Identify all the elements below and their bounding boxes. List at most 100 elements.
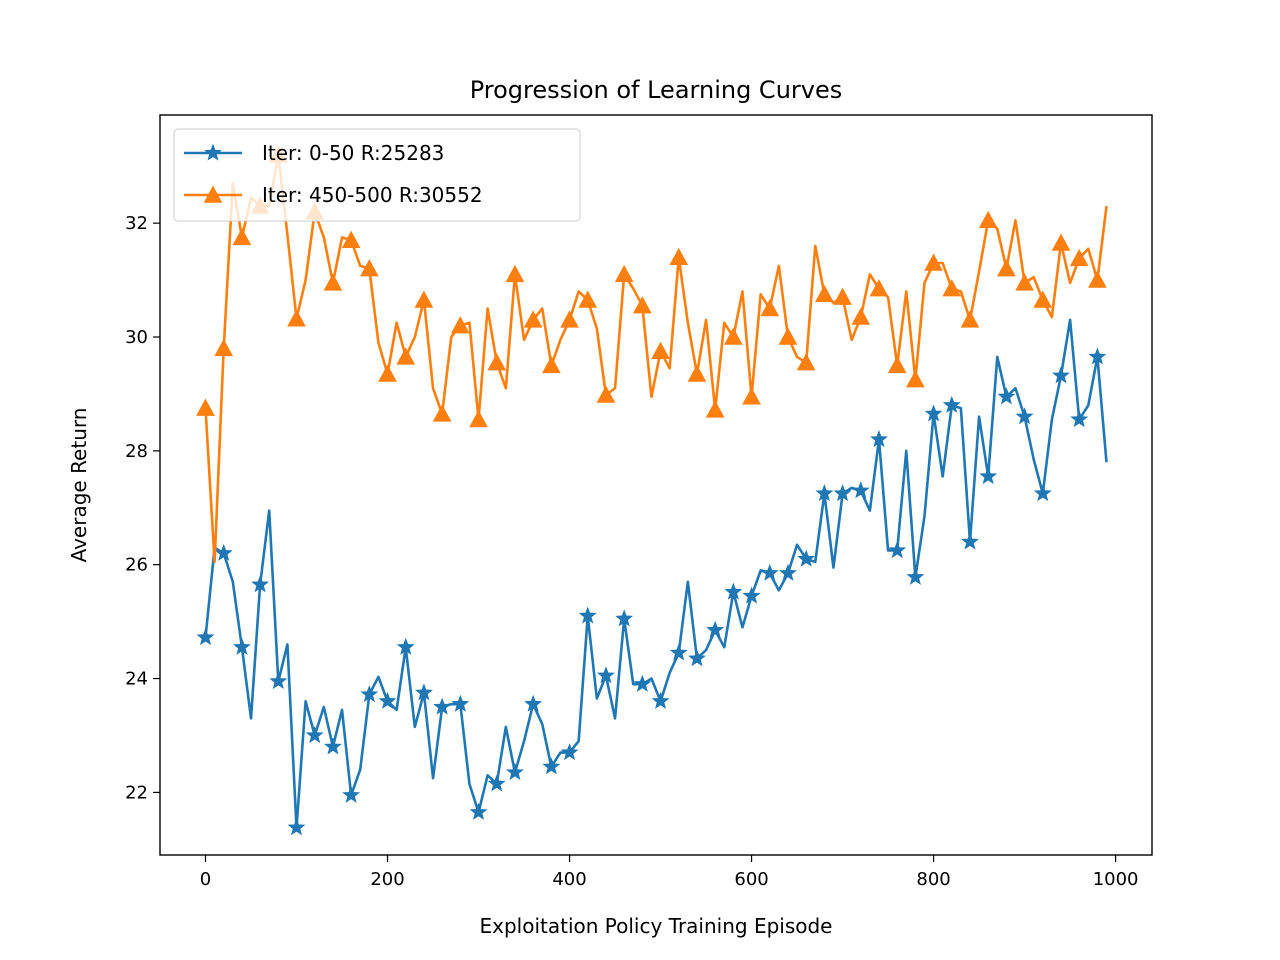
series-1-point: [505, 763, 524, 781]
series-1-point: [815, 484, 834, 502]
series-2-point: [833, 287, 852, 305]
series-2-point: [778, 327, 798, 345]
x-tick-label: 800: [916, 869, 950, 890]
series-1-point: [924, 404, 943, 422]
series-2-point: [596, 385, 616, 403]
series-1-point: [724, 582, 743, 600]
series-2-point: [341, 230, 361, 248]
series-2-point: [469, 409, 488, 428]
series-2-point: [214, 338, 234, 357]
series-2-point: [614, 264, 634, 283]
series-1-point: [1015, 407, 1034, 425]
series-1-point: [305, 726, 324, 744]
series-2-point: [232, 227, 252, 246]
series-1-point: [578, 606, 597, 624]
series-1-point: [378, 691, 397, 709]
series-1-point: [396, 637, 415, 655]
y-tick-label: 32: [125, 213, 148, 234]
legend-marker-1: [204, 143, 222, 161]
series-1-point: [469, 802, 488, 820]
series-1-point: [651, 691, 670, 709]
series-1-point: [797, 549, 816, 567]
y-tick-label: 22: [125, 782, 148, 803]
series-2-point: [505, 264, 525, 283]
series-1-point: [214, 543, 233, 561]
series-1-point: [1088, 347, 1107, 365]
legend-label-1: Iter: 0-50 R:25283: [262, 141, 444, 165]
series-1-point: [524, 694, 543, 712]
series-2-point: [633, 296, 652, 314]
series-2-point: [1069, 248, 1089, 267]
x-axis: 0 200 400 600 800 1000: [200, 855, 1139, 890]
series-1-point: [706, 620, 725, 638]
series-1-point: [287, 818, 306, 836]
series-2-point: [669, 247, 689, 266]
series-2-point: [869, 279, 889, 297]
series-1-point: [615, 609, 634, 627]
series-2-point: [396, 347, 416, 365]
series-1-point: [833, 484, 852, 502]
series-1-point: [997, 387, 1016, 405]
x-tick-label: 200: [370, 869, 404, 890]
y-axis-label: Average Return: [67, 408, 91, 563]
series-1-point: [232, 637, 251, 655]
series-1-point: [688, 649, 706, 667]
series-1-point: [269, 671, 288, 689]
series-2-point: [560, 310, 579, 328]
series-2-point: [1088, 270, 1107, 288]
series-1-point: [961, 532, 979, 550]
x-tick-label: 600: [734, 869, 768, 890]
series-1-point: [906, 567, 925, 585]
series-2-point: [997, 259, 1016, 277]
plot-area: [159, 114, 1153, 856]
series-line-1: [204, 318, 1108, 829]
series-2-point: [414, 290, 434, 308]
series-1-point: [760, 563, 779, 581]
series-1-point: [196, 628, 215, 646]
series-2-point: [487, 353, 507, 371]
series-1-point: [414, 683, 433, 701]
series-2-point: [942, 279, 962, 297]
series-2-point: [724, 327, 743, 345]
legend-box: [173, 128, 581, 222]
chart-title: Progression of Learning Curves: [470, 76, 843, 104]
series-1-point: [888, 541, 907, 559]
series-1-point: [451, 694, 470, 712]
series-2-point: [906, 370, 925, 388]
series-2-point: [359, 259, 379, 277]
series-2-point: [815, 284, 834, 303]
series-1-point: [1052, 366, 1070, 384]
x-tick-label: 1000: [1093, 869, 1139, 890]
series-2-point: [1015, 273, 1034, 291]
series-2-point: [578, 290, 598, 308]
series-1-point: [542, 757, 561, 775]
y-tick-label: 30: [125, 327, 148, 348]
series-2-point: [887, 355, 907, 374]
series-2-point: [760, 298, 780, 317]
y-tick-label: 24: [125, 669, 148, 690]
series-2-point: [542, 355, 561, 374]
series-2-point: [687, 364, 707, 382]
series-2-point: [1033, 290, 1053, 308]
series-2-point: [432, 404, 452, 422]
series-1-point: [1070, 410, 1089, 428]
series-2-point: [1051, 233, 1071, 251]
series-2-point: [287, 309, 306, 327]
y-tick-label: 28: [125, 441, 148, 462]
series-2-point: [705, 400, 725, 418]
legend: Iter: 0-50 R:25283 Iter: 450-500 R:30552: [173, 128, 581, 222]
series-2-point: [323, 273, 343, 291]
series-1-point: [251, 575, 270, 593]
series-2-point: [924, 253, 943, 271]
x-tick-label: 0: [200, 869, 211, 890]
series-1-point: [342, 785, 361, 803]
series-1-point: [742, 586, 761, 604]
series-1-point: [433, 697, 452, 715]
series-1-point: [360, 685, 379, 703]
legend-label-2: Iter: 450-500 R:30552: [262, 183, 483, 207]
series-1-point: [323, 737, 342, 755]
x-axis-label: Exploitation Policy Training Episode: [480, 914, 833, 938]
series-1-point: [487, 774, 506, 792]
series-1-point: [597, 666, 615, 684]
series-2-point: [960, 310, 980, 328]
